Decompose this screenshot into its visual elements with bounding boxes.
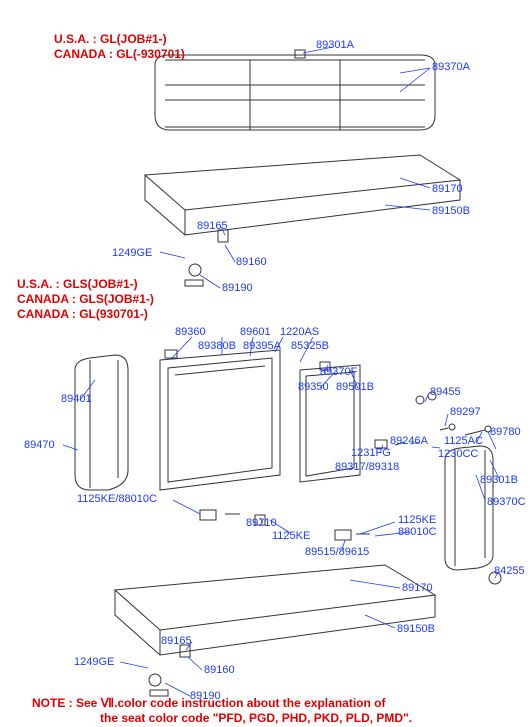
- label-89370F: 89370F: [320, 367, 357, 378]
- label-89780: 89780: [490, 427, 521, 438]
- label-89301A: 89301A: [316, 40, 354, 51]
- label-89455: 89455: [430, 387, 461, 398]
- trim-note-top-1: U.S.A. : GL(JOB#1-): [54, 32, 167, 48]
- label-89160-top: 89160: [236, 257, 267, 268]
- label-89501B: 89501B: [336, 382, 374, 393]
- trim-note-mid-2: CANADA : GLS(JOB#1-): [17, 292, 154, 308]
- label-89190-top: 89190: [222, 283, 253, 294]
- label-1125KE-b: 1125KE: [272, 531, 310, 542]
- label-89190-bot: 89190: [190, 691, 221, 702]
- label-89297: 89297: [450, 407, 481, 418]
- label-1249GE-bot: 1249GE: [74, 657, 114, 668]
- label-89301B: 89301B: [480, 475, 518, 486]
- footer-note-2: the seat color code "PFD, PGD, PHD, PKD,…: [100, 711, 412, 727]
- trim-note-top-2: CANADA : GL(-930701): [54, 47, 185, 63]
- label-89160-bot: 89160: [204, 665, 235, 676]
- label-1125KE-88010C-a: 1125KE/88010C: [77, 494, 157, 505]
- label-1125AC: 1125AC: [444, 436, 483, 447]
- label-89710: 89710: [246, 518, 277, 529]
- label-89470: 89470: [24, 440, 55, 451]
- label-89170-bot: 89170: [402, 583, 433, 594]
- label-89317-89318: 89317/89318: [335, 462, 399, 473]
- label-84255: 84255: [494, 566, 525, 577]
- label-89170-top: 89170: [432, 184, 463, 195]
- label-1220AS: 1220AS: [280, 327, 319, 338]
- trim-note-mid-3: CANADA : GL(930701-): [17, 307, 148, 323]
- label-89395A: 89395A: [243, 341, 281, 352]
- label-1125KE-c: 1125KE: [398, 515, 436, 526]
- label-89246A: 89246A: [390, 436, 428, 447]
- label-88010C-b: 88010C: [398, 527, 437, 538]
- label-1230CC: 1230CC: [438, 449, 478, 460]
- label-89165-top: 89165: [197, 221, 228, 232]
- label-89370C: 89370C: [487, 497, 526, 508]
- label-1249GE-top: 1249GE: [112, 248, 152, 259]
- label-89350: 89350: [298, 382, 329, 393]
- label-89150B-bot: 89150B: [397, 624, 435, 635]
- diagram-canvas: [0, 0, 532, 727]
- trim-note-mid-1: U.S.A. : GLS(JOB#1-): [17, 277, 138, 293]
- label-85325B: 85325B: [291, 341, 329, 352]
- label-89380B: 89380B: [198, 341, 236, 352]
- label-89401: 89401: [61, 394, 92, 405]
- label-89370A: 89370A: [432, 62, 470, 73]
- label-89515-89615: 89515/89615: [305, 547, 369, 558]
- label-89601: 89601: [240, 327, 271, 338]
- label-89165-bot: 89165: [161, 636, 192, 647]
- label-89360: 89360: [175, 327, 206, 338]
- label-1231FG: 1231FG: [351, 448, 391, 459]
- label-89150B-top: 89150B: [432, 206, 470, 217]
